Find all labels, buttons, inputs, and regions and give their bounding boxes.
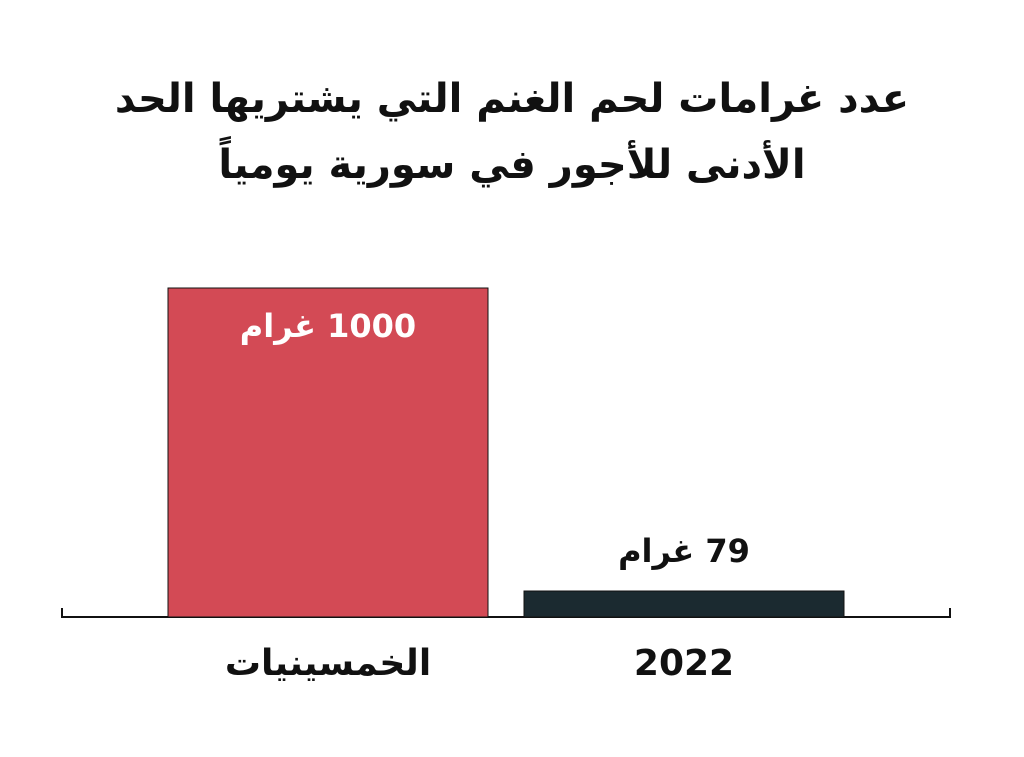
x-tick-label: 2022 [634,643,734,684]
bar [523,590,845,618]
value-label: 1000 غرام [240,307,416,345]
axis-line [61,608,951,618]
chart-title: عدد غرامات لحم الغنم التي يشتريها الحد ا… [114,76,910,188]
value-label: 79 غرام [618,532,750,570]
bar [167,287,489,618]
x-tick-label: الخمسينيات [225,643,431,684]
